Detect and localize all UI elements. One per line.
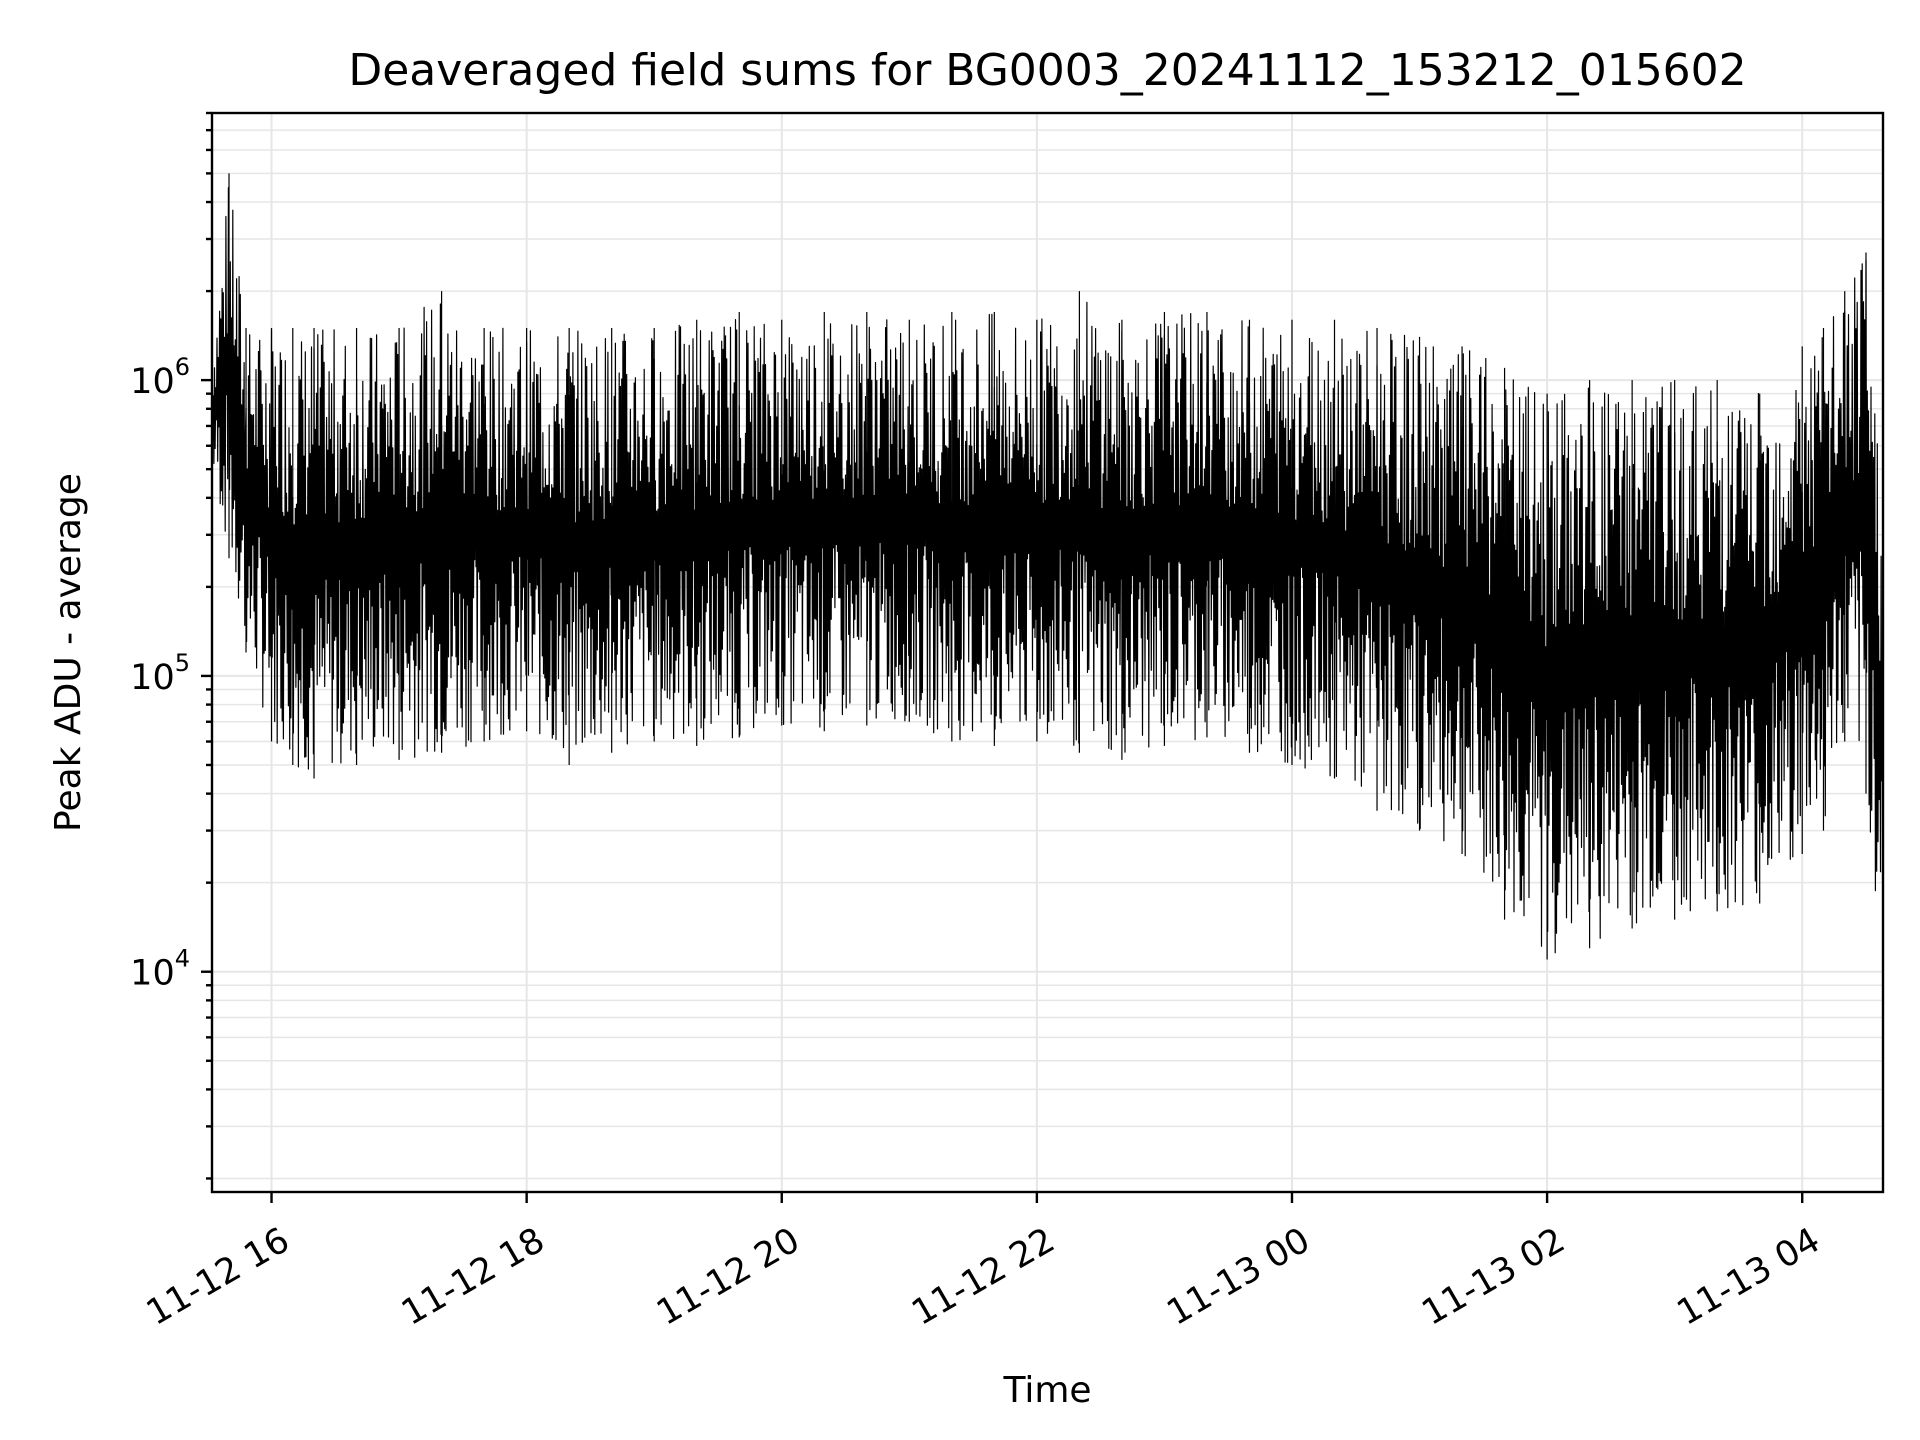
series-layer [211,173,1884,972]
y-tick-label: 106 [130,353,190,402]
y-axis-label: Peak ADU - average [48,473,89,832]
plot-frame [210,111,1885,1194]
y-tick-label: 104 [130,945,190,994]
series-line [211,187,1884,972]
y-tick-label: 105 [130,649,190,698]
chart-title: Deaveraged field sums for BG0003_2024111… [348,45,1746,96]
x-axis-label: Time [1002,1370,1091,1411]
